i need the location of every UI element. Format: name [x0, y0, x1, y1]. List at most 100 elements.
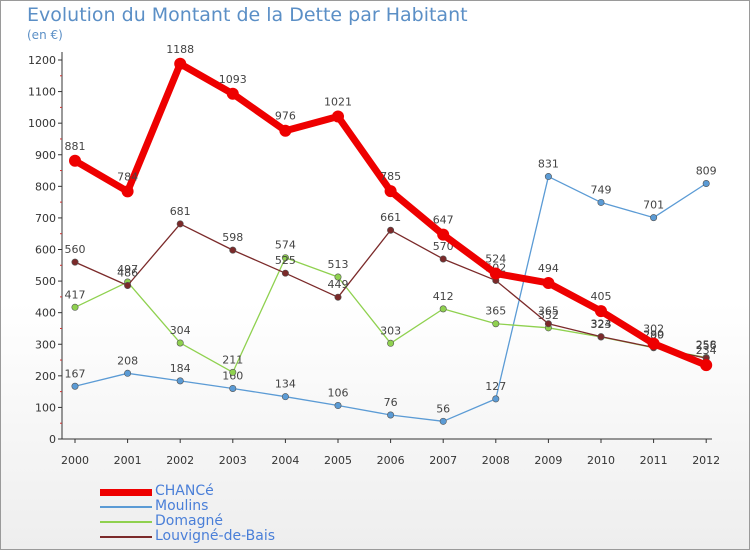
data-label: 560	[65, 243, 86, 256]
y-tick-label: 600	[35, 244, 56, 257]
chart-unit-label: (en €)	[27, 28, 63, 42]
chart-title: Evolution du Montant de la Dette par Hab…	[27, 4, 468, 26]
y-tick-label: 100	[35, 401, 56, 414]
data-point	[71, 382, 79, 390]
data-point	[71, 303, 79, 311]
data-label: 570	[433, 240, 454, 253]
data-point	[595, 305, 607, 318]
data-label: 134	[275, 378, 296, 391]
data-point	[647, 337, 660, 350]
x-tick-label: 2004	[271, 454, 299, 467]
data-label: 785	[380, 170, 401, 183]
data-label: 1188	[166, 43, 194, 56]
data-point	[229, 368, 237, 376]
data-point	[700, 359, 713, 372]
data-point	[69, 154, 81, 167]
data-label: 976	[275, 110, 296, 123]
data-point	[176, 377, 184, 385]
legend-swatch	[100, 488, 152, 496]
data-point	[702, 179, 710, 187]
data-label: 256	[696, 339, 717, 352]
data-point	[387, 411, 395, 419]
x-tick-label: 2009	[534, 454, 562, 467]
y-tick-label: 500	[35, 275, 56, 288]
data-label: 524	[485, 253, 506, 266]
data-point	[387, 339, 395, 347]
y-tick-label: 400	[35, 307, 56, 320]
data-point	[176, 220, 184, 228]
data-label: 417	[65, 288, 86, 301]
data-label: 574	[275, 239, 296, 252]
data-point	[439, 417, 447, 425]
x-tick-label: 2000	[61, 454, 89, 467]
data-label: 76	[384, 396, 398, 409]
data-label: 784	[117, 170, 138, 183]
data-label: 497	[117, 263, 138, 276]
data-label: 809	[696, 164, 717, 177]
data-point	[439, 255, 447, 263]
data-point	[176, 339, 184, 347]
legend-swatch	[100, 506, 152, 508]
data-point	[492, 395, 500, 403]
data-point	[229, 246, 237, 254]
series-line	[74, 223, 707, 359]
data-label: 513	[328, 258, 349, 271]
data-label: 749	[591, 183, 612, 196]
data-label: 405	[591, 290, 612, 303]
data-point	[332, 110, 344, 123]
data-label: 106	[328, 387, 349, 400]
data-label: 881	[65, 140, 86, 153]
data-label: 127	[485, 380, 506, 393]
data-label: 258	[696, 339, 717, 352]
data-label: 525	[275, 254, 296, 267]
x-tick-label: 2002	[166, 454, 194, 467]
data-label: 412	[433, 290, 454, 303]
data-label: 494	[538, 262, 559, 275]
data-label: 303	[380, 324, 401, 337]
data-point	[71, 258, 79, 266]
data-label: 302	[643, 323, 664, 336]
y-tick-label: 1000	[28, 117, 56, 130]
data-label: 681	[170, 205, 191, 218]
data-point	[281, 393, 289, 401]
data-label: 365	[485, 305, 506, 318]
data-label: 324	[591, 318, 612, 331]
x-tick-label: 2003	[219, 454, 247, 467]
y-tick-label: 800	[35, 180, 56, 193]
data-label: 831	[538, 158, 559, 171]
data-label: 365	[538, 305, 559, 318]
data-point	[650, 214, 658, 222]
data-label: 1021	[324, 96, 352, 109]
data-point	[124, 282, 132, 290]
data-point	[229, 384, 237, 392]
data-point	[226, 87, 239, 100]
data-point	[124, 369, 132, 377]
y-tick-label: 1100	[28, 86, 56, 99]
data-label: 184	[170, 362, 191, 375]
data-point	[544, 173, 552, 181]
legend-label: Domagné	[155, 513, 223, 529]
data-point	[334, 402, 342, 410]
x-tick-label: 2005	[324, 454, 352, 467]
data-point	[334, 293, 342, 301]
y-tick-label: 300	[35, 338, 56, 351]
data-point	[544, 320, 552, 328]
data-point	[281, 269, 289, 277]
data-point	[597, 333, 605, 341]
x-tick-label: 2001	[114, 454, 142, 467]
x-tick-label: 2011	[640, 454, 668, 467]
legend-swatch	[100, 521, 152, 523]
x-tick-label: 2006	[377, 454, 405, 467]
y-tick-label: 200	[35, 370, 56, 383]
x-tick-label: 2012	[692, 454, 720, 467]
data-label: 323	[591, 318, 612, 331]
data-label: 211	[222, 353, 243, 366]
data-label: 167	[65, 367, 86, 380]
data-point	[439, 305, 447, 313]
data-point	[597, 198, 605, 206]
legend-swatch	[100, 536, 152, 538]
data-point	[384, 185, 397, 198]
y-tick-label: 700	[35, 212, 56, 225]
data-point	[489, 267, 502, 280]
data-point	[281, 254, 289, 262]
